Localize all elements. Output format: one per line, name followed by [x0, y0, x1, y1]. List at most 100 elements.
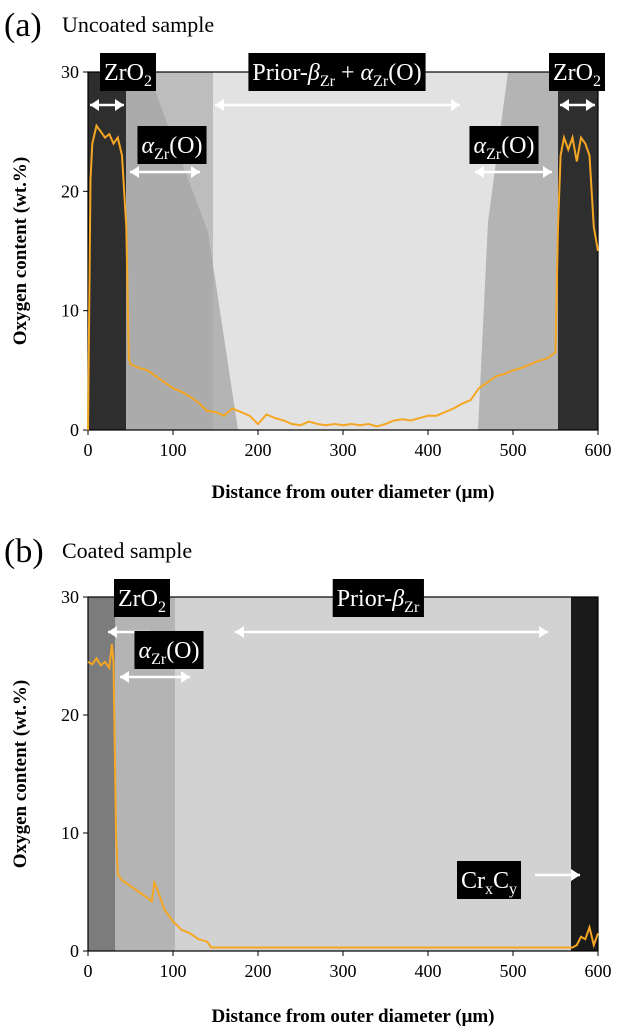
annotation-segment: Zr	[486, 146, 502, 163]
arrow-head	[235, 626, 244, 638]
x-tick-label: 500	[500, 440, 527, 460]
annotation-segment: (O)	[501, 133, 534, 159]
annotation-segment: ZrO	[553, 60, 593, 86]
annotation-segment: Prior-	[252, 60, 308, 86]
annotation-text: ZrO2	[118, 586, 166, 616]
micrograph-region	[571, 597, 598, 951]
x-tick-label: 600	[585, 961, 612, 981]
annotation-segment: (O)	[169, 133, 202, 159]
arrow-head	[191, 166, 200, 178]
annotation: αZr(O)	[134, 631, 204, 669]
y-tick-label: 30	[61, 62, 79, 82]
arrow-head	[475, 166, 484, 178]
arrow-head	[115, 99, 124, 111]
annotation-text: αZr(O)	[138, 638, 199, 668]
annotation-text: Prior-βZr	[337, 586, 420, 616]
y-tick-label: 10	[61, 823, 79, 843]
x-tick-label: 400	[415, 961, 442, 981]
annotation-segment: +	[335, 60, 361, 86]
arrow-head	[560, 99, 569, 111]
annotation: αZr(O)	[137, 126, 207, 164]
arrow-head	[120, 671, 129, 683]
y-axis-label: Oxygen content (wt.%)	[10, 680, 31, 868]
annotation-text: CrxCy	[461, 868, 517, 898]
annotation-segment: (O)	[166, 638, 199, 664]
y-tick-label: 10	[61, 301, 79, 321]
y-tick-label: 0	[70, 420, 79, 440]
oxygen-profile	[87, 644, 599, 949]
annotation: ZrO2	[100, 53, 156, 91]
y-tick-label: 20	[61, 181, 79, 201]
arrow-head	[539, 626, 548, 638]
arrow-head	[130, 166, 139, 178]
annotation-box	[469, 126, 539, 164]
micrograph-region	[123, 72, 213, 430]
annotation: Prior-βZr	[332, 579, 424, 617]
annotation-segment: Cr	[461, 868, 485, 894]
arrow-head	[108, 626, 117, 638]
annotation-segment: ZrO	[118, 586, 158, 612]
annotation-segment: y	[509, 881, 517, 898]
annotation-box	[456, 861, 522, 899]
x-axis-label: Distance from outer diameter (μm)	[211, 482, 494, 503]
arrow-head	[181, 671, 190, 683]
annotation-segment: Zr	[404, 599, 420, 616]
annotation-segment: x	[485, 881, 493, 898]
annotation-segment: 2	[158, 599, 166, 616]
panel-label: (a)	[4, 7, 42, 44]
annotation-box	[137, 126, 207, 164]
arrow-head	[90, 99, 99, 111]
annotation-segment: (O)	[388, 60, 421, 86]
annotation-box	[114, 579, 170, 617]
x-tick-label: 400	[415, 440, 442, 460]
arrow-head	[215, 99, 224, 111]
annotation-text: Prior-βZr + αZr(O)	[252, 60, 421, 90]
annotation-box	[100, 53, 156, 91]
micrograph-region	[88, 72, 126, 430]
annotation-segment: Zr	[151, 651, 167, 668]
annotation-box	[134, 631, 204, 669]
annotation-segment: Zr	[320, 73, 336, 90]
arrow-head	[571, 869, 580, 881]
annotation: CrxCy	[456, 861, 522, 899]
x-tick-label: 200	[245, 440, 272, 460]
x-tick-label: 600	[585, 440, 612, 460]
annotation-box	[248, 53, 426, 91]
x-tick-label: 0	[84, 961, 93, 981]
arrow-head	[586, 99, 595, 111]
panel-title: Coated sample	[62, 538, 192, 563]
x-tick-label: 300	[330, 961, 357, 981]
annotation-segment: α	[361, 60, 374, 86]
annotation: Prior-βZr + αZr(O)	[248, 53, 426, 91]
x-tick-label: 500	[500, 961, 527, 981]
annotation-segment: Prior-	[337, 586, 393, 612]
annotation-text: ZrO2	[553, 60, 601, 90]
annotation-text: αZr(O)	[141, 133, 202, 163]
y-tick-label: 20	[61, 705, 79, 725]
arrow-head	[543, 166, 552, 178]
annotation: αZr(O)	[469, 126, 539, 164]
x-tick-label: 100	[160, 440, 187, 460]
x-tick-label: 300	[330, 440, 357, 460]
x-tick-label: 100	[160, 961, 187, 981]
annotation-text: αZr(O)	[473, 133, 534, 163]
arrow-head	[451, 99, 460, 111]
y-tick-label: 0	[70, 941, 79, 961]
annotation-segment: α	[138, 638, 151, 664]
panel-label: (b)	[4, 533, 44, 570]
annotation-segment: 2	[144, 73, 152, 90]
annotation-text: ZrO2	[104, 60, 152, 90]
micrograph-region	[148, 72, 508, 430]
micrograph-region	[558, 72, 598, 430]
annotation-box	[332, 579, 424, 617]
x-axis-label: Distance from outer diameter (μm)	[211, 1006, 494, 1027]
x-tick-label: 0	[84, 440, 93, 460]
annotation: ZrO2	[549, 53, 605, 91]
annotation-segment: C	[493, 868, 509, 894]
annotation-segment: α	[473, 133, 486, 159]
annotation-segment: Zr	[154, 146, 170, 163]
y-tick-label: 30	[61, 587, 79, 607]
annotation-segment: β	[307, 60, 320, 86]
oxygen-profile	[87, 123, 599, 431]
